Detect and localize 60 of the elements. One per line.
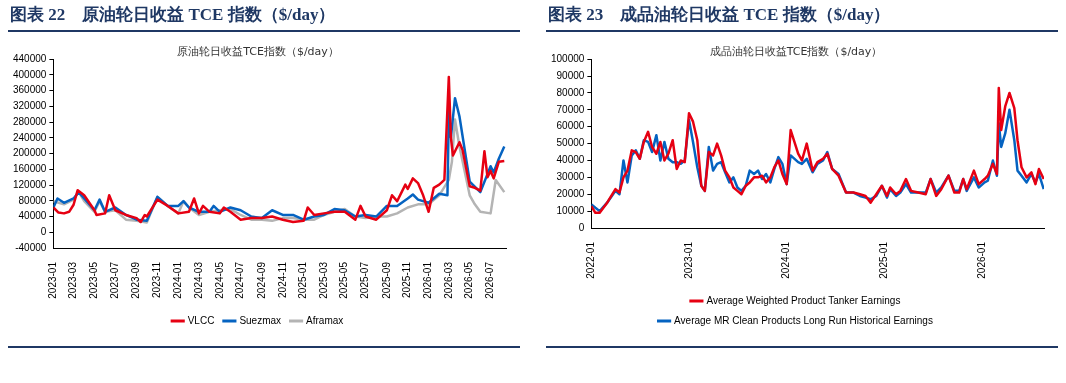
y-tick-label: 60000 — [556, 120, 585, 132]
x-tick-label: 2023-01 — [682, 241, 694, 279]
y-tick-label: 360000 — [12, 84, 47, 96]
x-tick-label: 2023-01 — [47, 261, 59, 299]
x-tick-label: 2025-09 — [380, 261, 392, 299]
legend-label: Average Weighted Product Tanker Earnings — [706, 294, 901, 306]
y-tick-label: 40000 — [556, 154, 585, 166]
legend-label: Suezmax — [239, 314, 282, 326]
x-tick-label: 2023-07 — [109, 261, 121, 299]
y-tick-label: 200000 — [12, 147, 47, 159]
y-tick-label: 80000 — [18, 194, 47, 206]
x-tick-label: 2022-01 — [585, 241, 597, 279]
x-tick-label: 2026-05 — [463, 261, 475, 299]
y-tick-label: 160000 — [12, 163, 47, 175]
y-tick-label: 440000 — [12, 52, 47, 64]
x-tick-label: 2025-07 — [359, 261, 371, 299]
legend-label: VLCC — [187, 314, 215, 326]
y-tick-label: 0 — [578, 221, 585, 233]
x-tick-label: 2024-05 — [213, 261, 225, 299]
y-tick-label: 50000 — [556, 137, 585, 149]
x-tick-label: 2025-11 — [401, 261, 413, 298]
x-tick-label: 2025-01 — [297, 261, 309, 299]
x-tick-label: 2023-05 — [88, 261, 100, 299]
y-tick-label: 0 — [40, 226, 47, 238]
x-tick-label: 2025-01 — [878, 241, 890, 279]
y-tick-label: 70000 — [556, 103, 585, 115]
y-tick-label: 80000 — [556, 86, 585, 98]
legend-label: Aframax — [306, 314, 344, 326]
y-tick-label: 240000 — [12, 131, 47, 143]
x-tick-label: 2023-11 — [151, 261, 163, 298]
y-tick-label: 120000 — [12, 178, 47, 190]
y-tick-label: 100000 — [550, 52, 585, 64]
x-tick-label: 2025-03 — [317, 261, 329, 299]
x-tick-label: 2024-07 — [234, 261, 246, 299]
x-tick-label: 2026-01 — [975, 241, 987, 279]
chart-subtitle: 成品油轮日收益TCE指数（$/day） — [709, 45, 883, 59]
y-tick-label: 30000 — [556, 171, 585, 183]
chart-title: 图表 23 成品油轮日收益 TCE 指数（$/day） — [546, 0, 1058, 32]
x-tick-label: 2023-03 — [67, 261, 79, 299]
legend-label: Average MR Clean Products Long Run Historical Earnings — [674, 314, 933, 326]
chart-subtitle: 原油轮日收益TCE指数（$/day） — [177, 45, 339, 59]
y-tick-label: 320000 — [12, 100, 47, 112]
chart-title: 图表 22 原油轮日收益 TCE 指数（$/day） — [8, 0, 520, 32]
x-tick-label: 2024-09 — [255, 261, 267, 299]
x-tick-label: 2024-11 — [276, 261, 288, 298]
y-tick-label: 40000 — [18, 210, 47, 222]
y-tick-label: 10000 — [556, 204, 585, 216]
y-tick-label: 400000 — [12, 68, 47, 80]
x-tick-label: 2024-03 — [192, 261, 204, 299]
x-tick-label: 2026-01 — [422, 261, 434, 299]
y-tick-label: 90000 — [556, 69, 585, 81]
x-tick-label: 2024-01 — [780, 241, 792, 279]
x-tick-label: 2026-03 — [442, 261, 454, 299]
y-tick-label: -40000 — [15, 241, 47, 253]
x-tick-label: 2024-01 — [172, 261, 184, 299]
x-tick-label: 2025-05 — [338, 261, 350, 299]
y-tick-label: 20000 — [556, 187, 585, 199]
y-tick-label: 280000 — [12, 115, 47, 127]
x-tick-label: 2023-09 — [130, 261, 142, 299]
x-tick-label: 2026-07 — [484, 261, 496, 299]
